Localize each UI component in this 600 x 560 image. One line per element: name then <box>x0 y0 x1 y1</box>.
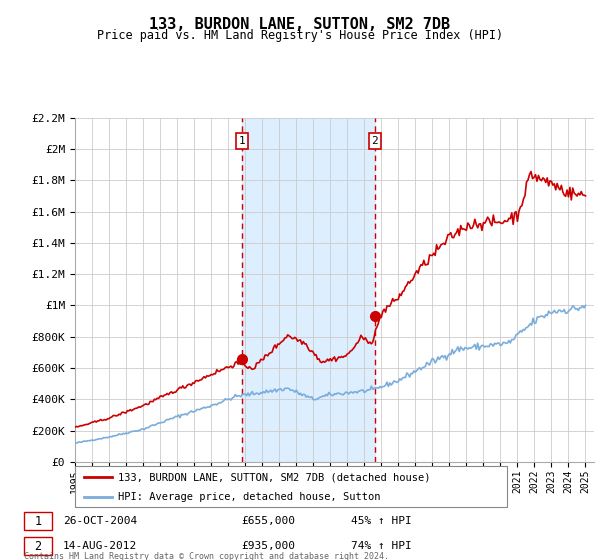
Text: Contains HM Land Registry data © Crown copyright and database right 2024.: Contains HM Land Registry data © Crown c… <box>24 552 389 560</box>
Text: 1: 1 <box>34 515 41 528</box>
FancyBboxPatch shape <box>75 466 507 507</box>
Text: £935,000: £935,000 <box>242 541 296 551</box>
Text: 133, BURDON LANE, SUTTON, SM2 7DB: 133, BURDON LANE, SUTTON, SM2 7DB <box>149 17 451 32</box>
Text: 14-AUG-2012: 14-AUG-2012 <box>63 541 137 551</box>
FancyBboxPatch shape <box>24 537 52 555</box>
Text: £655,000: £655,000 <box>242 516 296 526</box>
Text: 133, BURDON LANE, SUTTON, SM2 7DB (detached house): 133, BURDON LANE, SUTTON, SM2 7DB (detac… <box>118 473 431 482</box>
Text: 2: 2 <box>34 539 41 553</box>
FancyBboxPatch shape <box>24 512 52 530</box>
Text: Price paid vs. HM Land Registry's House Price Index (HPI): Price paid vs. HM Land Registry's House … <box>97 29 503 42</box>
Text: HPI: Average price, detached house, Sutton: HPI: Average price, detached house, Sutt… <box>118 492 381 502</box>
Text: 1: 1 <box>239 136 245 146</box>
Text: 26-OCT-2004: 26-OCT-2004 <box>63 516 137 526</box>
Text: 45% ↑ HPI: 45% ↑ HPI <box>350 516 412 526</box>
Text: 74% ↑ HPI: 74% ↑ HPI <box>350 541 412 551</box>
Text: 2: 2 <box>371 136 378 146</box>
Bar <box>242 118 375 462</box>
